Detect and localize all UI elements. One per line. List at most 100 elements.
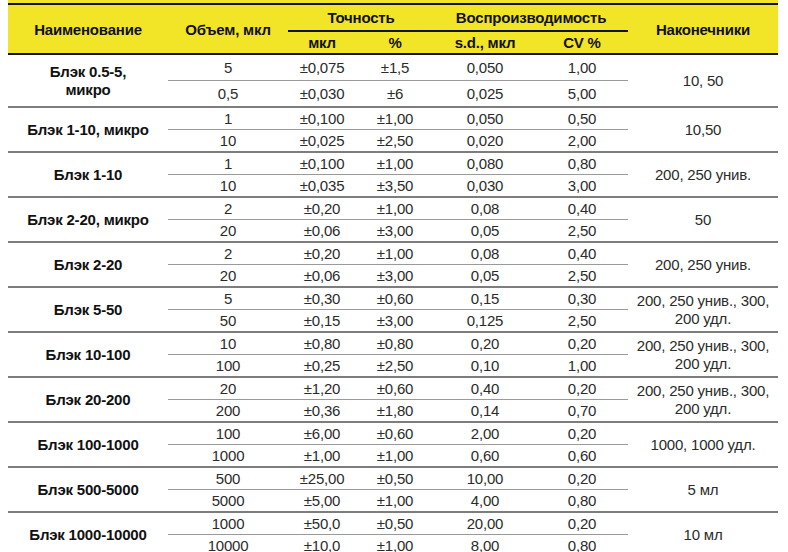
accuracy-ul-cell: ±6,00 — [288, 422, 356, 445]
table-row: Блэк 100-1000100±6,00±0,602,000,201000, … — [8, 422, 778, 445]
header-accuracy-pct: % — [356, 31, 434, 54]
accuracy-pct-cell: ±3,00 — [356, 220, 434, 243]
volume-cell: 20 — [168, 377, 288, 400]
accuracy-ul-cell: ±0,100 — [288, 107, 356, 130]
accuracy-pct-cell: ±1,00 — [356, 107, 434, 130]
cv-cell: 5,00 — [536, 81, 628, 108]
sd-cell: 20,00 — [434, 512, 536, 535]
product-name-cell: Блэк 20-200 — [8, 377, 168, 422]
header-sd: s.d., мкл — [434, 31, 536, 54]
accuracy-pct-cell: ±0,60 — [356, 377, 434, 400]
table-row: Блэк 1000-100001000±50,0±0,5020,000,2010… — [8, 512, 778, 535]
product-name-cell: Блэк 2-20, микро — [8, 197, 168, 242]
accuracy-pct-cell: ±2,50 — [356, 355, 434, 378]
accuracy-pct-cell: ±1,00 — [356, 152, 434, 175]
volume-cell: 10 — [168, 175, 288, 198]
volume-cell: 10000 — [168, 535, 288, 552]
product-name-cell: Блэк 100-1000 — [8, 422, 168, 467]
cv-cell: 0,80 — [536, 490, 628, 513]
accuracy-pct-cell: ±0,60 — [356, 422, 434, 445]
table-row: Блэк 0.5-5, микро5±0,075±1,50,0501,0010,… — [8, 54, 778, 81]
accuracy-pct-cell: ±1,00 — [356, 490, 434, 513]
tips-cell: 200, 250 унив., 300, 200 удл. — [628, 332, 778, 377]
header-name: Наименование — [8, 5, 168, 54]
volume-cell: 20 — [168, 265, 288, 288]
product-name-cell: Блэк 1-10 — [8, 152, 168, 197]
accuracy-ul-cell: ±0,20 — [288, 242, 356, 265]
table-row: Блэк 500-5000500±25,00±0,5010,000,205 мл — [8, 467, 778, 490]
sd-cell: 0,08 — [434, 197, 536, 220]
sd-cell: 0,030 — [434, 175, 536, 198]
accuracy-ul-cell: ±0,030 — [288, 81, 356, 108]
cv-cell: 2,50 — [536, 310, 628, 333]
table-row: Блэк 2-20, микро2±0,20±1,000,080,4050 — [8, 197, 778, 220]
accuracy-ul-cell: ±0,30 — [288, 287, 356, 310]
table-row: Блэк 20-20020±1,20±0,600,400,20200, 250 … — [8, 377, 778, 400]
tips-cell: 200, 250 унив. — [628, 242, 778, 287]
cv-cell: 0,20 — [536, 467, 628, 490]
volume-cell: 2 — [168, 197, 288, 220]
header-accuracy-ul: мкл — [288, 31, 356, 54]
cv-cell: 0,40 — [536, 242, 628, 265]
accuracy-pct-cell: ±0,50 — [356, 467, 434, 490]
volume-cell: 1000 — [168, 445, 288, 468]
accuracy-ul-cell: ±50,0 — [288, 512, 356, 535]
cv-cell: 2,00 — [536, 130, 628, 153]
accuracy-pct-cell: ±6 — [356, 81, 434, 108]
accuracy-pct-cell: ±0,60 — [356, 287, 434, 310]
tips-cell: 50 — [628, 197, 778, 242]
accuracy-ul-cell: ±0,20 — [288, 197, 356, 220]
cv-cell: 0,30 — [536, 287, 628, 310]
sd-cell: 10,00 — [434, 467, 536, 490]
accuracy-pct-cell: ±1,00 — [356, 535, 434, 552]
cv-cell: 2,50 — [536, 220, 628, 243]
volume-cell: 1000 — [168, 512, 288, 535]
volume-cell: 50 — [168, 310, 288, 333]
volume-cell: 5 — [168, 287, 288, 310]
cv-cell: 0,20 — [536, 332, 628, 355]
accuracy-pct-cell: ±3,00 — [356, 310, 434, 333]
accuracy-ul-cell: ±0,075 — [288, 54, 356, 81]
table-row: Блэк 1-101±0,100±1,000,0800,80200, 250 у… — [8, 152, 778, 175]
volume-cell: 100 — [168, 355, 288, 378]
header-accuracy: Точность — [288, 5, 434, 31]
volume-cell: 200 — [168, 400, 288, 423]
product-name-cell: Блэк 500-5000 — [8, 467, 168, 512]
sd-cell: 0,05 — [434, 220, 536, 243]
product-name-cell: Блэк 10-100 — [8, 332, 168, 377]
sd-cell: 0,050 — [434, 107, 536, 130]
volume-cell: 2 — [168, 242, 288, 265]
tips-cell: 1000, 1000 удл. — [628, 422, 778, 467]
sd-cell: 0,020 — [434, 130, 536, 153]
sd-cell: 2,00 — [434, 422, 536, 445]
cv-cell: 1,00 — [536, 355, 628, 378]
product-name-cell: Блэк 1000-10000 — [8, 512, 168, 552]
cv-cell: 0,20 — [536, 512, 628, 535]
header-row-groups: Наименование Объем, мкл Точность Воспрои… — [8, 5, 778, 31]
sd-cell: 4,00 — [434, 490, 536, 513]
sd-cell: 0,05 — [434, 265, 536, 288]
cv-cell: 0,70 — [536, 400, 628, 423]
tips-cell: 200, 250 унив., 300, 200 удл. — [628, 287, 778, 332]
sd-cell: 0,40 — [434, 377, 536, 400]
cv-cell: 0,40 — [536, 197, 628, 220]
product-name-cell: Блэк 5-50 — [8, 287, 168, 332]
sd-cell: 0,10 — [434, 355, 536, 378]
tips-cell: 5 мл — [628, 467, 778, 512]
cv-cell: 0,80 — [536, 535, 628, 552]
cv-cell: 0,20 — [536, 422, 628, 445]
cv-cell: 0,20 — [536, 377, 628, 400]
sd-cell: 0,125 — [434, 310, 536, 333]
header-cv: CV % — [536, 31, 628, 54]
accuracy-pct-cell: ±1,00 — [356, 242, 434, 265]
table-body: Блэк 0.5-5, микро5±0,075±1,50,0501,0010,… — [8, 54, 778, 552]
accuracy-ul-cell: ±0,100 — [288, 152, 356, 175]
accuracy-ul-cell: ±0,15 — [288, 310, 356, 333]
product-name-cell: Блэк 2-20 — [8, 242, 168, 287]
volume-cell: 5000 — [168, 490, 288, 513]
header-tips: Наконечники — [628, 5, 778, 54]
pipette-spec-table: Наименование Объем, мкл Точность Воспрои… — [8, 5, 778, 552]
accuracy-ul-cell: ±0,035 — [288, 175, 356, 198]
accuracy-ul-cell: ±0,36 — [288, 400, 356, 423]
volume-cell: 5 — [168, 54, 288, 81]
